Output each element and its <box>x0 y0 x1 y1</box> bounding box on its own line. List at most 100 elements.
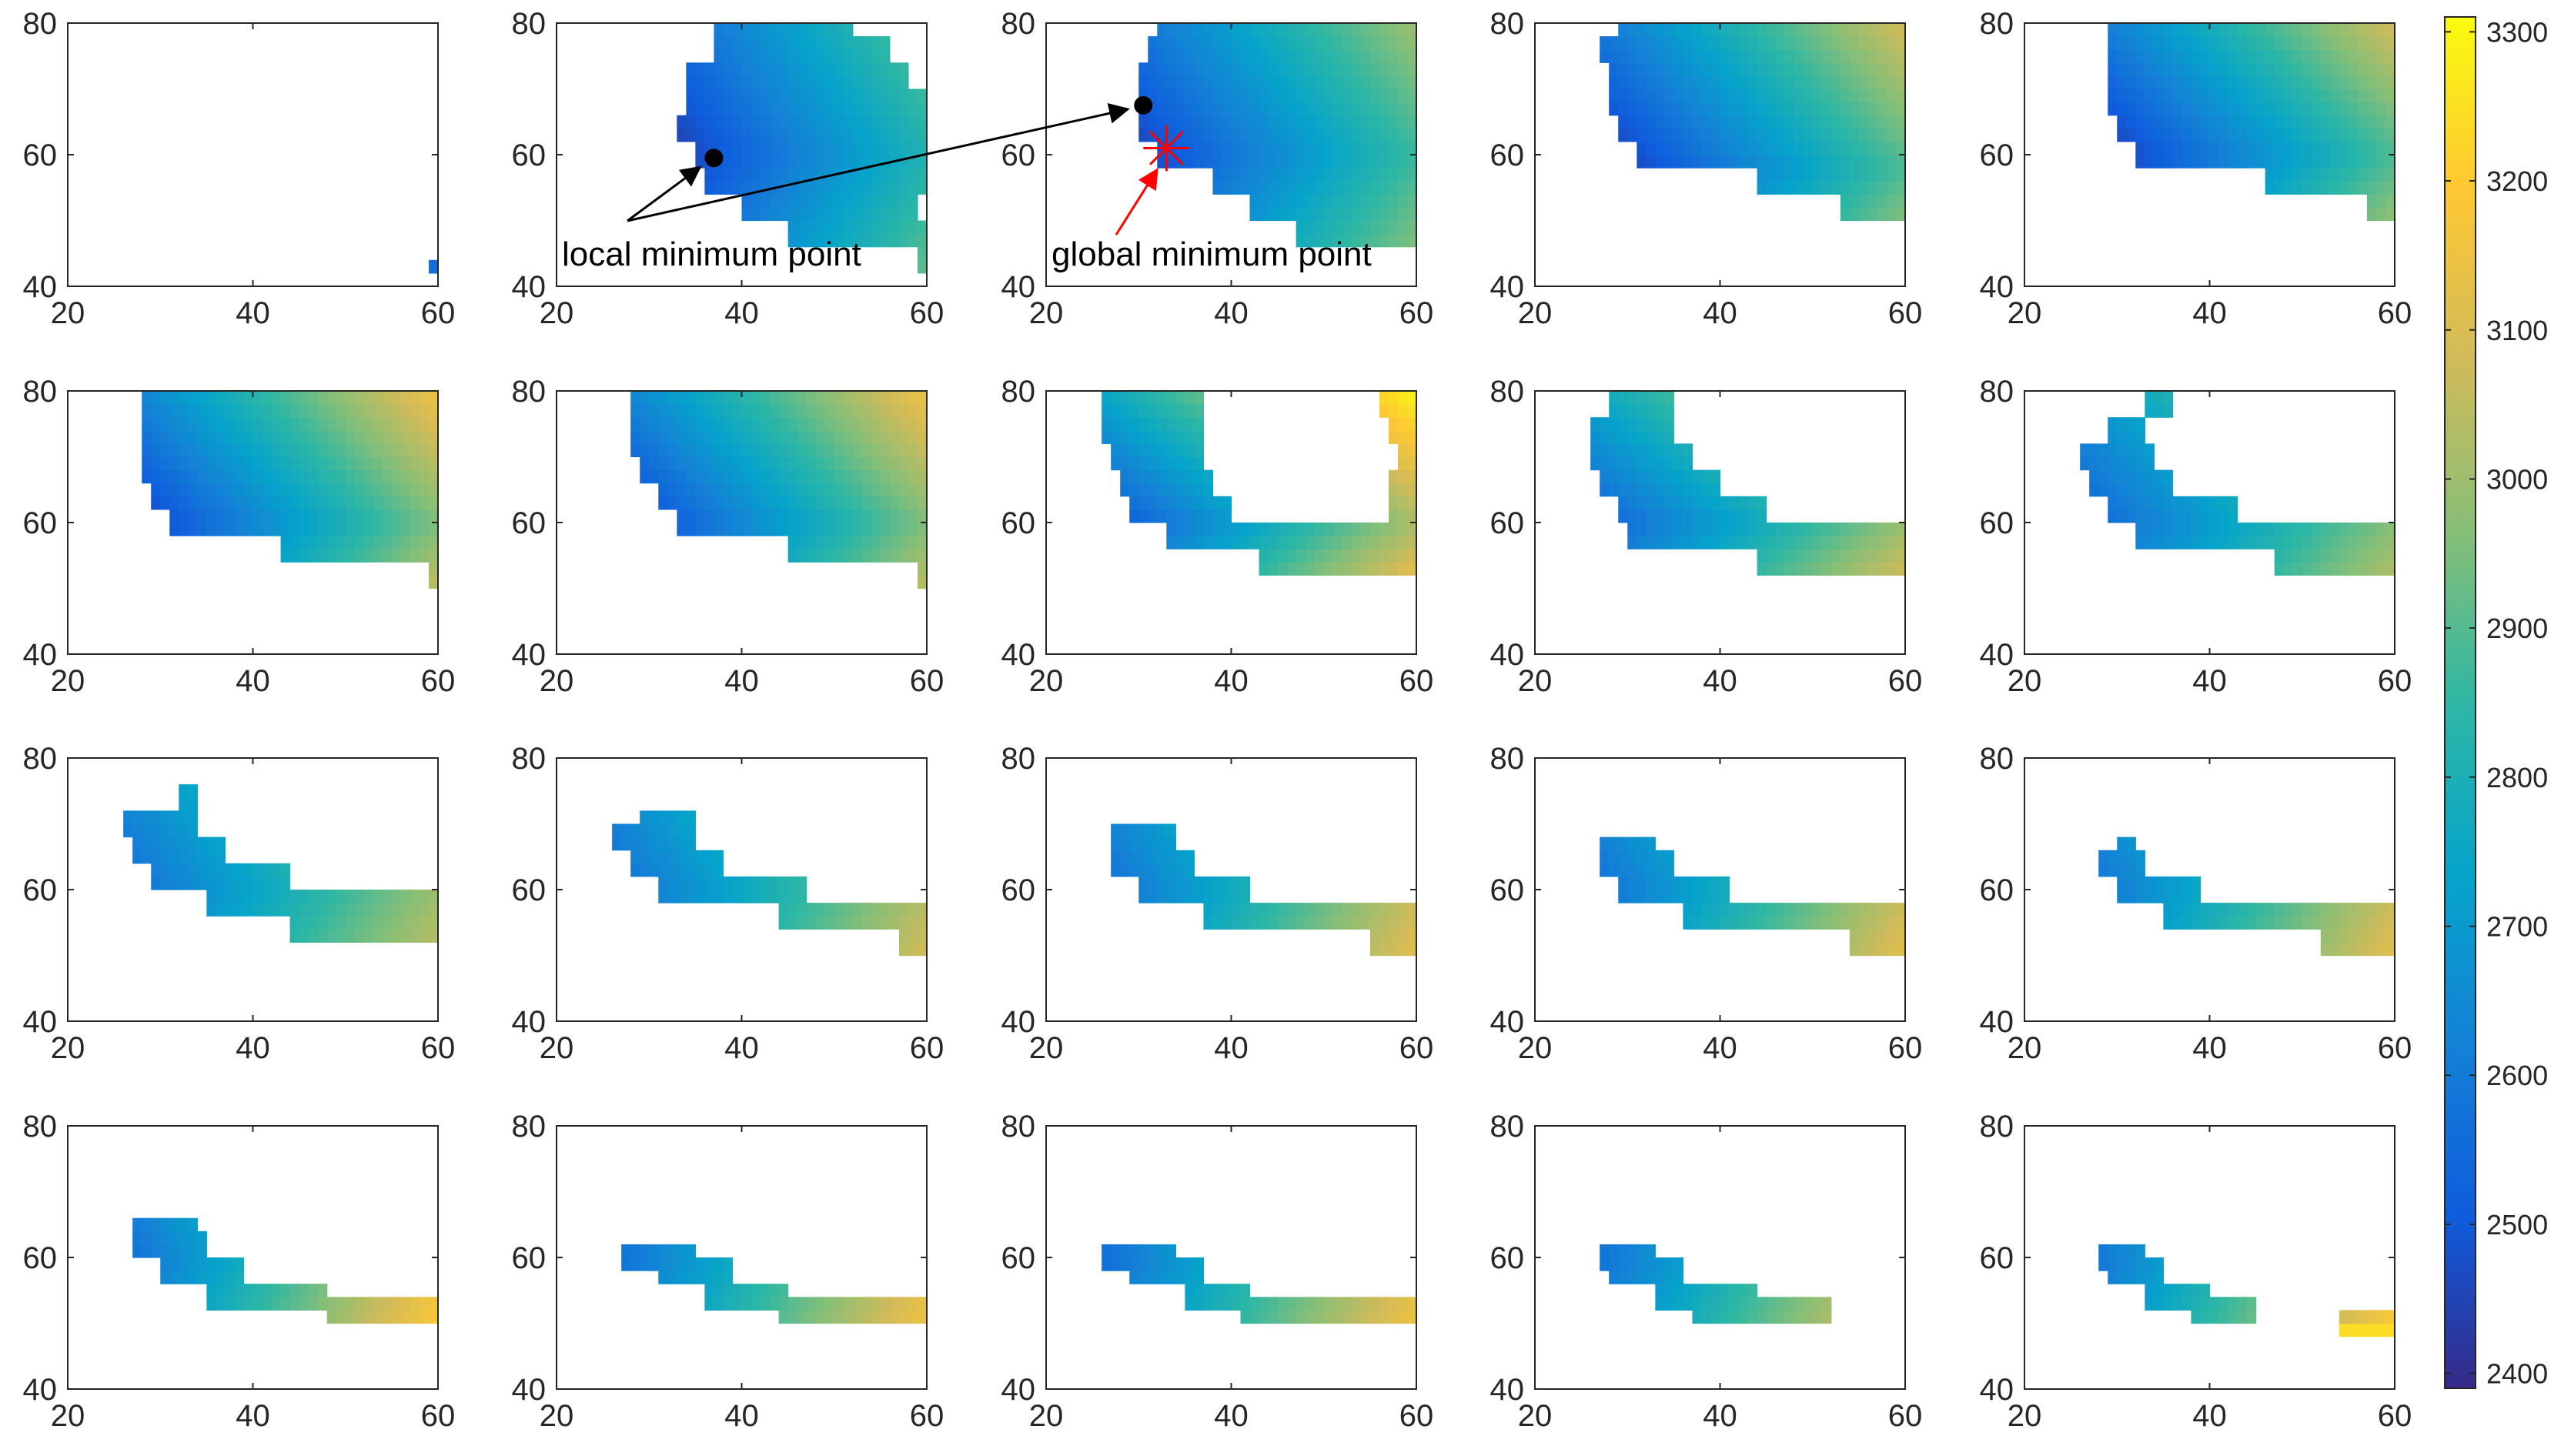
heatmap-cell <box>1729 496 1740 510</box>
heatmap-cell <box>2126 88 2136 103</box>
heatmap-cell <box>1729 1297 1740 1311</box>
heatmap-cell <box>169 404 179 418</box>
heatmap-cell <box>824 536 835 549</box>
heatmap-cell <box>612 837 622 851</box>
heatmap-cell <box>677 391 687 405</box>
heatmap-cell <box>252 404 263 418</box>
y-tick-label: 40 <box>512 638 547 672</box>
heatmap-cell <box>1166 1244 1176 1258</box>
heatmap-cell <box>861 523 872 536</box>
y-tick-label: 80 <box>23 1110 58 1144</box>
heatmap-cell <box>391 536 402 549</box>
heatmap-cell <box>1185 863 1195 877</box>
heatmap-cell <box>225 509 236 523</box>
heatmap-cell <box>317 443 328 458</box>
heatmap-cell <box>2108 102 2118 116</box>
heatmap-cell <box>1738 62 1749 76</box>
heatmap-cell <box>2339 1310 2349 1324</box>
heatmap-cell <box>2145 876 2155 890</box>
heatmap-cell <box>1332 523 1343 536</box>
heatmap-cell <box>1609 443 1619 458</box>
heatmap-cell <box>760 141 771 155</box>
heatmap-cell <box>1379 155 1389 169</box>
heatmap-cell <box>1166 823 1176 838</box>
x-tick-label: 20 <box>2008 296 2042 330</box>
heatmap-cell <box>1710 916 1721 930</box>
heatmap-cell <box>1766 523 1777 536</box>
heatmap-cell <box>160 391 170 405</box>
heatmap-cell <box>1249 916 1260 930</box>
heatmap-cell <box>2108 417 2118 431</box>
heatmap-cell <box>1379 391 1389 405</box>
heatmap-cell <box>1775 36 1786 50</box>
heatmap-cell <box>778 115 789 129</box>
heatmap-cell <box>2255 88 2266 103</box>
heatmap-cell <box>1710 1297 1721 1311</box>
heatmap-cell <box>1646 36 1656 50</box>
heatmap-cell <box>299 417 309 431</box>
heatmap-cell <box>1858 128 1869 142</box>
heatmap-cell <box>1342 549 1352 563</box>
heatmap-cell <box>160 1271 170 1284</box>
heatmap-cell <box>677 443 687 458</box>
heatmap-cell <box>262 1297 272 1311</box>
heatmap-cell <box>1627 536 1637 549</box>
heatmap-cell <box>871 443 881 458</box>
heatmap-cell <box>1895 36 1906 50</box>
heatmap-cell <box>2191 62 2202 76</box>
heatmap-cell <box>2366 207 2377 222</box>
y-tick-label: 80 <box>1980 742 2014 776</box>
heatmap-cell <box>1627 391 1637 405</box>
heatmap-cell <box>2320 36 2331 50</box>
heatmap-cell <box>151 483 161 497</box>
heatmap-cell <box>1720 496 1730 510</box>
heatmap-cell <box>797 115 807 129</box>
heatmap-cell <box>1618 1271 1628 1284</box>
heatmap-cell <box>2311 168 2322 182</box>
heatmap-cell <box>2302 141 2312 155</box>
heatmap-cell <box>1830 23 1841 37</box>
heatmap-cell <box>1175 536 1185 549</box>
heatmap-cell <box>2255 141 2266 155</box>
heatmap-cell <box>760 456 771 471</box>
heatmap-cell <box>2375 536 2386 549</box>
heatmap-cell <box>428 890 439 903</box>
heatmap-cell <box>2320 141 2331 155</box>
heatmap-cell <box>2311 75 2322 90</box>
heatmap-cell <box>1867 115 1878 129</box>
heatmap-cell <box>1720 903 1730 917</box>
heatmap-cell <box>769 194 780 208</box>
heatmap-cell <box>704 430 715 444</box>
heatmap-cell <box>815 496 826 510</box>
heatmap-cell <box>1342 102 1352 116</box>
heatmap-cell <box>419 916 430 930</box>
heatmap-cell <box>2145 469 2155 484</box>
heatmap-cell <box>262 903 272 917</box>
heatmap-cell <box>1360 102 1371 116</box>
heatmap-cell <box>243 523 254 536</box>
heatmap-cell <box>2228 49 2238 63</box>
heatmap-cell <box>695 430 705 444</box>
heatmap-cell <box>1664 523 1674 536</box>
heatmap-cell <box>123 823 133 838</box>
heatmap-cell <box>2172 890 2183 903</box>
heatmap-cell <box>908 141 918 155</box>
heatmap-cell <box>769 115 780 129</box>
heatmap-cell <box>2357 549 2368 563</box>
heatmap-cell <box>169 1231 179 1245</box>
heatmap-cell <box>1203 523 1214 536</box>
heatmap-cell <box>317 430 328 444</box>
heatmap-cell <box>760 102 771 116</box>
heatmap-cell <box>1388 220 1399 235</box>
heatmap-cell <box>658 1271 668 1284</box>
x-tick-label: 40 <box>724 1031 759 1065</box>
heatmap-cell <box>1858 88 1869 103</box>
heatmap-cell <box>834 1297 844 1311</box>
heatmap-cell <box>908 903 918 917</box>
heatmap-cell <box>2385 181 2395 195</box>
heatmap-cell <box>1646 62 1656 76</box>
heatmap-cell <box>2339 916 2349 930</box>
heatmap-cell <box>1655 1257 1665 1271</box>
heatmap-cell <box>160 417 170 431</box>
heatmap-cell <box>1194 128 1205 142</box>
